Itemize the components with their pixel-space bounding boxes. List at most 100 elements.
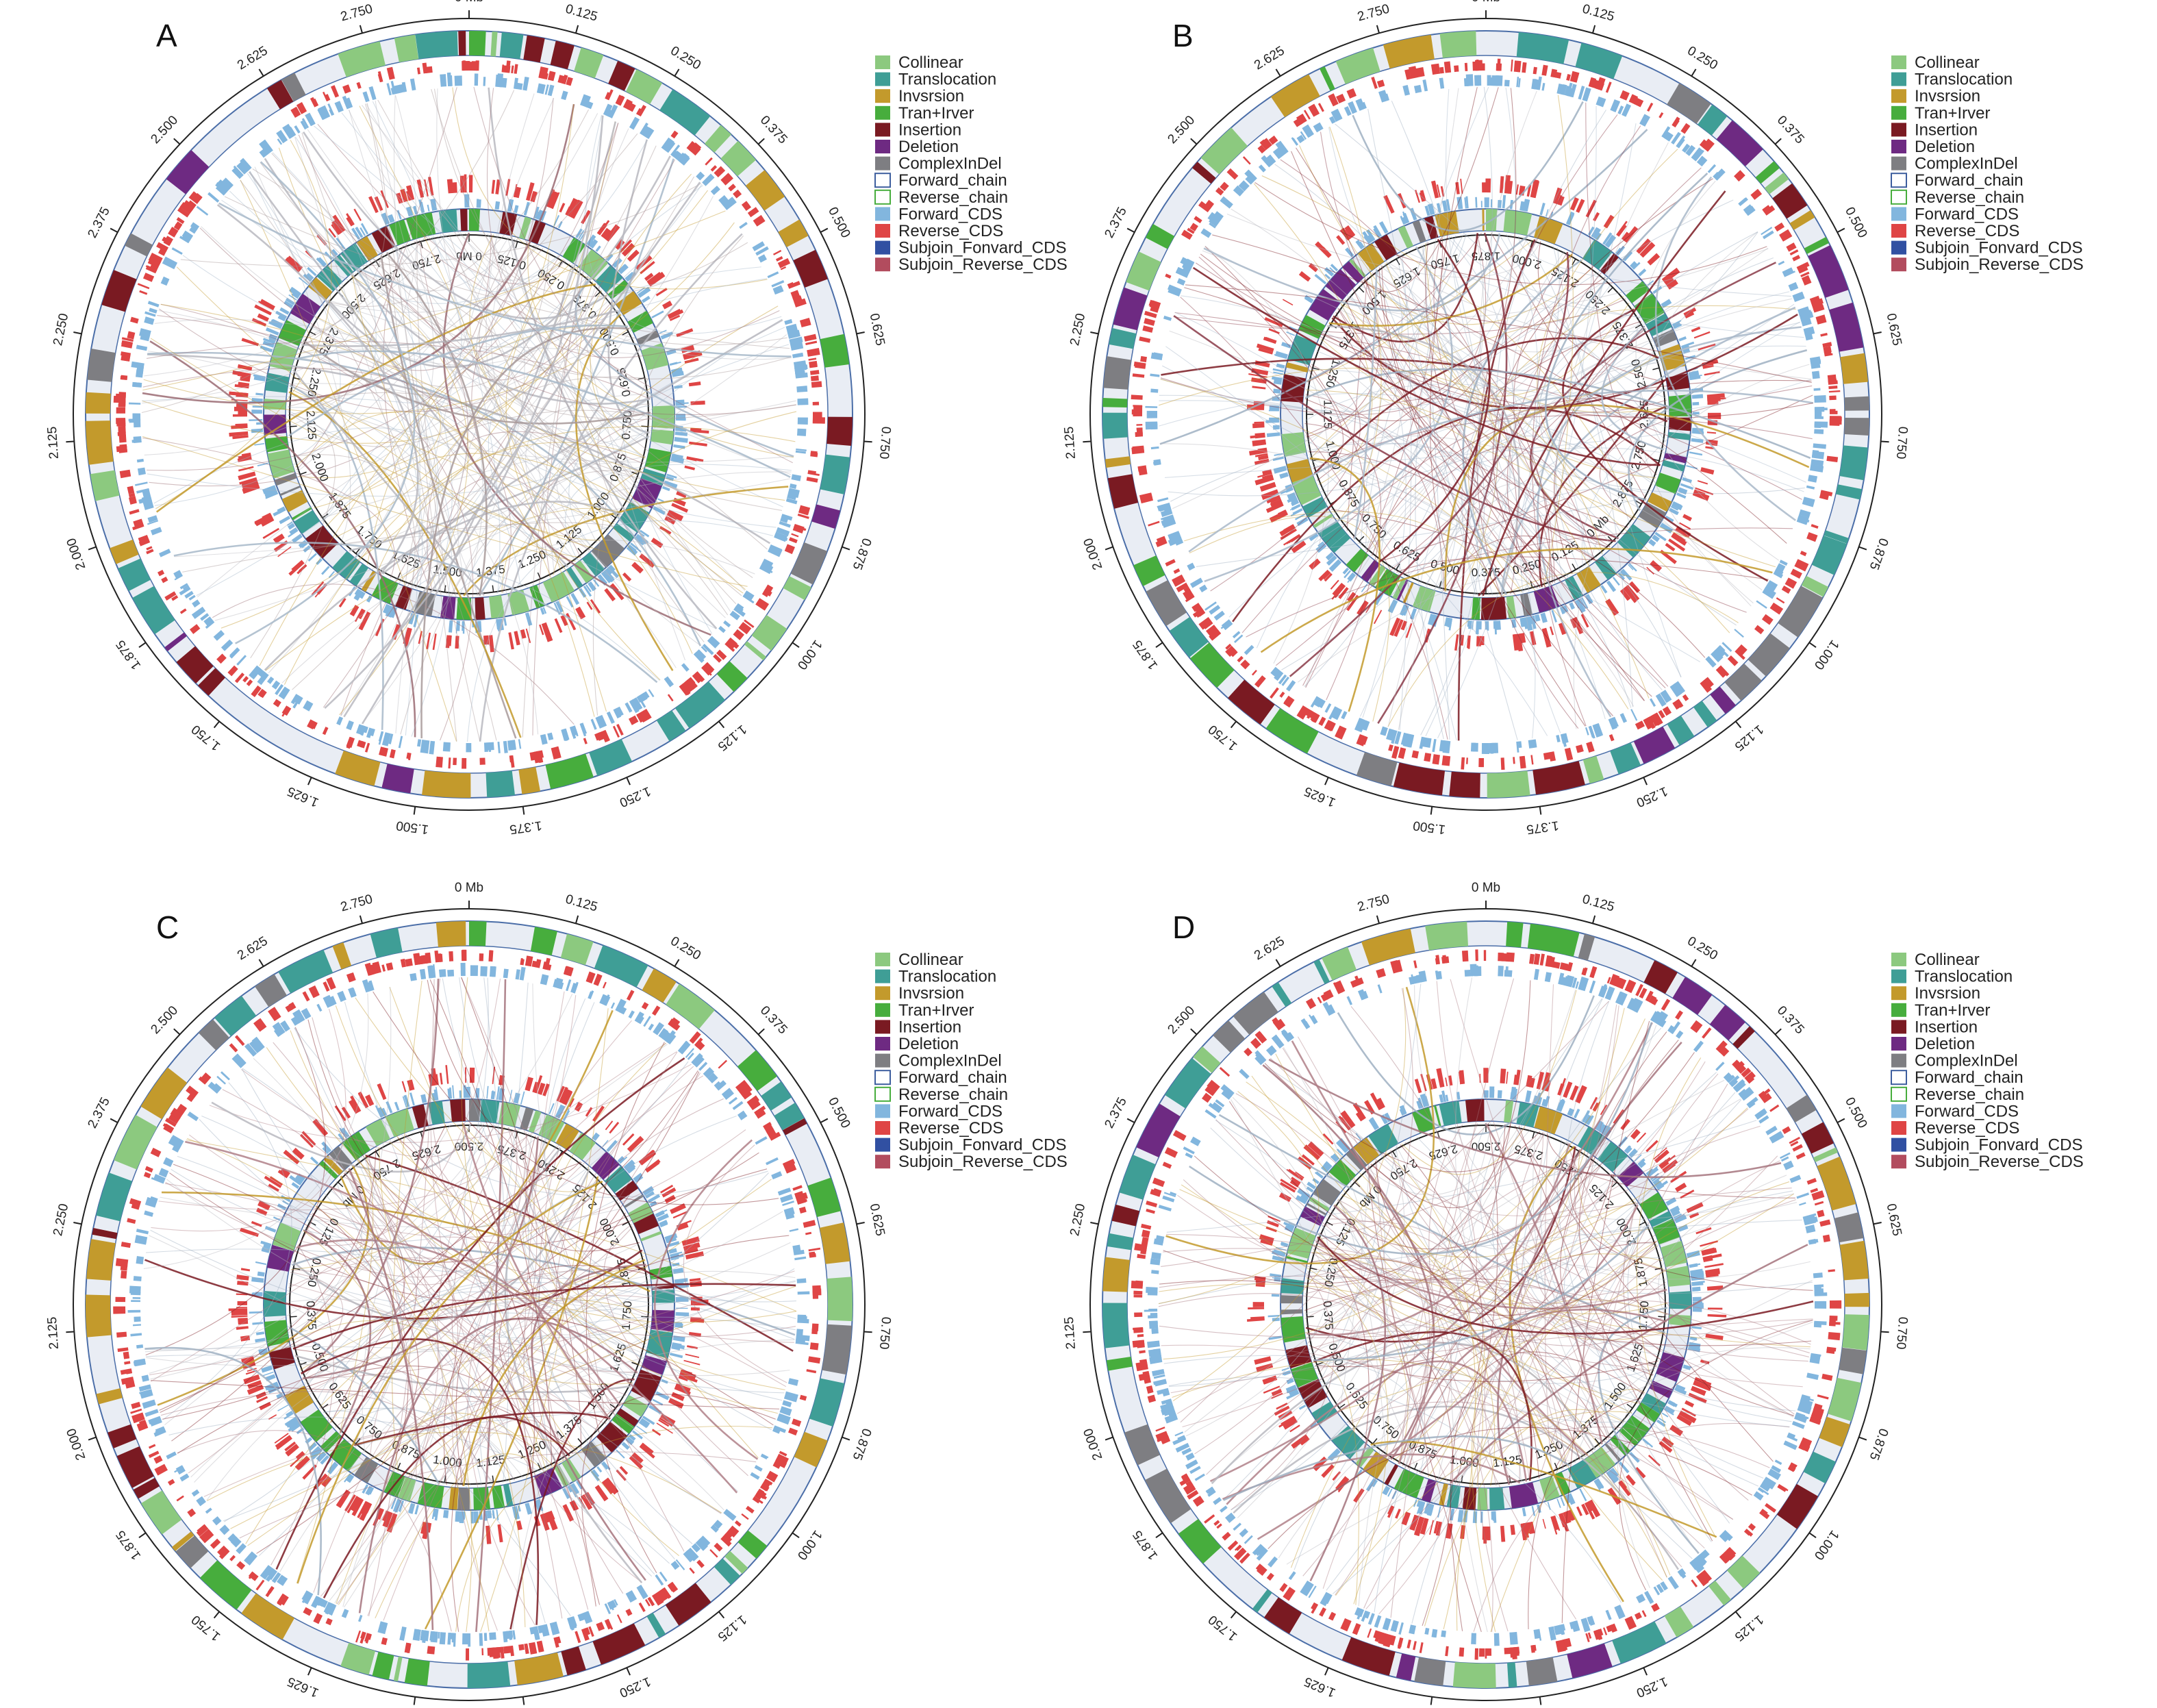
inner-ring-reverse-cds-bar <box>1330 579 1339 590</box>
outer-ring-reverse-cds-bar <box>255 1579 265 1591</box>
inner-ring-forward-cds-bar <box>1269 417 1280 422</box>
outer-ring-reverse-cds-bar <box>130 316 139 324</box>
inner-ring-reverse-cds-bar <box>621 242 635 257</box>
inner-ring-reverse-cds-bar <box>332 214 346 232</box>
outer-ring-reverse-cds-bar <box>1165 559 1176 567</box>
outer-ring-forward-cds-bar <box>608 104 618 118</box>
inner-ring-reverse-cds-bar <box>596 223 607 236</box>
legend: CollinearTranslocationInvsrsionTran+Irve… <box>874 53 1068 274</box>
outer-ring-forward-cds-bar <box>757 254 767 263</box>
inner-ring-forward-cds-bar <box>1595 232 1602 240</box>
outer-ring-reverse-cds-bar <box>1279 1583 1288 1592</box>
outer-ring-forward-cds-bar <box>1144 1309 1158 1312</box>
outer-ring-reverse-cds-bar <box>1148 520 1160 527</box>
outer-ring-reverse-cds-bar <box>1819 1219 1831 1227</box>
inner-ring-forward-cds-bar <box>1378 221 1389 234</box>
inner-ring-reverse-cds-bar <box>1347 592 1357 603</box>
outer-ring-reverse-cds-bar <box>803 1220 816 1228</box>
outer-ring-block <box>751 614 787 651</box>
inner-ring-forward-cds-bar <box>1344 570 1352 579</box>
outer-ring-forward-cds-bar <box>616 706 624 716</box>
outer-ring-reverse-cds-bar <box>788 1427 798 1436</box>
inner-ring-reverse-cds-bar <box>505 179 511 196</box>
outer-ring-tick-label: 1.000 <box>794 637 825 672</box>
inner-ring-forward-cds-bar <box>1291 500 1300 507</box>
legend-label: Forward_CDS <box>898 1102 1002 1120</box>
inner-ring-reverse-cds-bar <box>1420 190 1426 202</box>
inner-ring-reverse-cds-bar <box>254 513 273 527</box>
panel-b: B0 Mb0.1250.2500.3750.5000.6250.7500.875… <box>1062 0 2084 836</box>
inner-ring-forward-cds-bar <box>1689 375 1701 381</box>
outer-ring-reverse-cds-bar <box>1682 694 1689 701</box>
outer-ring-forward-cds-bar <box>144 1409 159 1417</box>
outer-ring-reverse-cds-bar <box>583 738 588 744</box>
inner-ring-reverse-cds-bar <box>1500 1525 1506 1542</box>
outer-ring-block <box>1439 31 1477 58</box>
outer-ring-reverse-cds-bar <box>808 1247 821 1252</box>
outer-ring-forward-cds-bar <box>1209 222 1216 229</box>
outer-ring-reverse-cds-bar <box>529 1642 538 1655</box>
inner-ring-reverse-cds-bar <box>1624 586 1637 601</box>
outer-ring-reverse-cds-bar <box>1748 1523 1756 1531</box>
inner-ring-reverse-cds-bar <box>1251 368 1269 376</box>
outer-ring-forward-cds-bar <box>1380 726 1388 736</box>
inner-ring-reverse-cds-bar <box>1576 1506 1582 1516</box>
inner-ring-forward-cds-bar <box>618 264 626 272</box>
outer-ring-forward-cds-bar <box>1578 86 1585 100</box>
inner-ring-reverse-cds-bar <box>1254 475 1274 486</box>
outer-ring-forward-cds-bar <box>1669 683 1682 697</box>
outer-ring-reverse-cds-bar <box>716 649 727 660</box>
outer-ring-tick-label: 1.625 <box>1302 783 1338 809</box>
outer-ring-tick-label: 2.000 <box>64 536 89 572</box>
outer-ring-forward-cds-bar <box>1713 646 1726 660</box>
inner-ring-forward-cds-bar <box>257 1271 265 1277</box>
outer-ring-reverse-cds-bar <box>364 742 370 753</box>
legend-swatch <box>1891 156 1906 171</box>
outer-ring-reverse-cds-bar <box>121 337 134 342</box>
outer-ring-forward-cds-bar <box>1617 105 1624 114</box>
inner-ring-reverse-cds-bar <box>377 1083 387 1101</box>
inner-ring-block <box>265 373 290 393</box>
inner-ring-forward-cds-bar <box>596 1466 603 1473</box>
outer-ring-reverse-cds-bar <box>809 1342 819 1351</box>
inner-ring-reverse-cds-bar <box>1248 1307 1265 1310</box>
outer-ring-reverse-cds-bar <box>121 1270 127 1279</box>
inner-ring-block <box>627 310 653 333</box>
inner-ring-reverse-cds-bar <box>1252 386 1266 390</box>
inner-ring-reverse-cds-bar <box>1675 1182 1687 1192</box>
outer-ring-reverse-cds-bar <box>1283 696 1295 708</box>
inner-ring-reverse-cds-bar <box>228 1308 248 1311</box>
inner-ring-forward-cds-bar <box>674 385 683 389</box>
outer-ring-reverse-cds-bar <box>1822 342 1832 348</box>
legend-swatch <box>1891 1070 1907 1085</box>
outer-ring-block <box>561 1646 586 1676</box>
outer-ring-reverse-cds-bar <box>1486 1648 1492 1656</box>
inner-ring-forward-cds-bar <box>1619 569 1627 577</box>
outer-ring-reverse-cds-bar <box>422 62 428 74</box>
outer-ring-reverse-cds-bar <box>128 492 136 498</box>
outer-ring-forward-cds-bar <box>1779 560 1788 566</box>
inner-ring-reverse-cds-bar <box>1414 190 1420 203</box>
outer-ring-block <box>86 1239 116 1281</box>
outer-ring-forward-cds-bar <box>179 586 191 596</box>
inner-ring-forward-cds-bar <box>674 431 688 436</box>
inner-ring-reverse-cds-bar <box>452 182 457 193</box>
outer-ring-block <box>783 576 811 601</box>
legend-label: Forward_CDS <box>1915 205 2019 223</box>
outer-ring-forward-cds-bar <box>773 287 784 294</box>
outer-ring-forward-cds-bar <box>1717 646 1729 657</box>
outer-ring-reverse-cds-bar <box>1500 757 1505 770</box>
outer-ring-block <box>1102 1303 1130 1348</box>
outer-ring-reverse-cds-bar <box>1472 61 1477 71</box>
inner-ring-reverse-cds-bar <box>241 479 259 489</box>
outer-ring-block <box>518 766 540 794</box>
outer-ring-tick-label: 1.625 <box>286 783 321 809</box>
outer-ring-reverse-cds-bar <box>194 192 203 200</box>
panel-letter: B <box>1172 18 1194 53</box>
inner-ring-reverse-cds-bar <box>1254 453 1268 457</box>
inner-ring-forward-cds-bar <box>1617 572 1626 580</box>
outer-ring-block <box>458 31 466 56</box>
outer-ring-block <box>589 739 633 776</box>
outer-ring-reverse-cds-bar <box>1225 645 1237 657</box>
inner-ring-block <box>1647 492 1672 512</box>
